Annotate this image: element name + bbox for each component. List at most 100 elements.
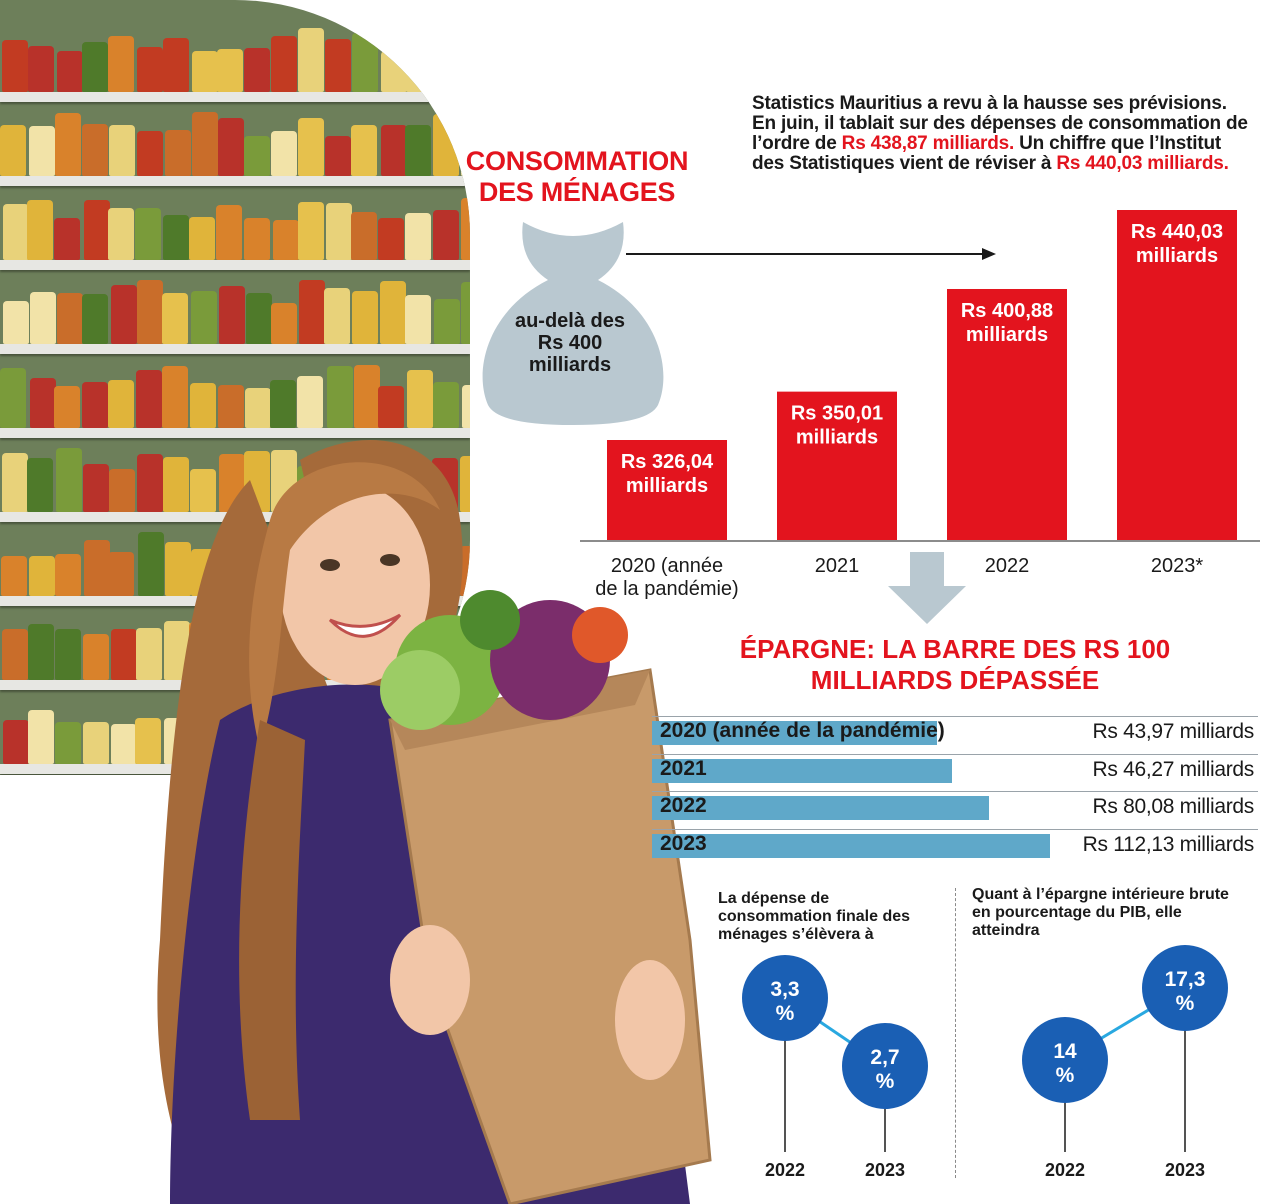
jar xyxy=(111,724,137,764)
jar xyxy=(244,136,270,176)
savings-bar xyxy=(652,833,1050,858)
jar xyxy=(108,380,134,428)
jar xyxy=(192,112,218,176)
jar xyxy=(2,629,28,680)
year-label: 2022 xyxy=(765,1160,805,1180)
jar xyxy=(109,469,135,512)
shelf-edge xyxy=(0,344,470,354)
jar xyxy=(460,456,470,512)
circle-value-label: 3,3 xyxy=(770,978,799,1001)
jar xyxy=(165,130,191,176)
jar xyxy=(270,380,296,428)
jar xyxy=(433,114,459,176)
circle-unit-label: % xyxy=(1056,1064,1075,1087)
jar xyxy=(327,366,353,428)
jar xyxy=(55,629,81,680)
money-bag-icon xyxy=(482,222,664,425)
jar xyxy=(460,546,470,596)
category-label: de la pandémie) xyxy=(595,578,738,600)
bar-value-unit: milliards xyxy=(796,427,878,449)
jar xyxy=(27,458,53,512)
shelf-edge xyxy=(0,260,470,270)
bar-value-label: Rs 400,88 xyxy=(961,300,1053,322)
jar xyxy=(108,552,134,596)
jar xyxy=(351,125,377,176)
jar xyxy=(461,133,470,176)
jar xyxy=(461,198,470,260)
jar xyxy=(189,217,215,260)
circle-unit-label: % xyxy=(876,1070,895,1093)
jar xyxy=(407,370,433,428)
bar-value-label: Rs 350,01 xyxy=(791,403,883,425)
jar xyxy=(56,448,82,512)
savings-row: 2023 Rs 112,13 milliards xyxy=(652,828,1258,862)
jar xyxy=(83,722,109,764)
savings-value-label: Rs 46,27 milliards xyxy=(1092,757,1255,781)
savings-value-label: Rs 112,13 milliards xyxy=(1082,832,1255,856)
note-highlight2: Rs 440,03 milliards. xyxy=(1056,153,1229,174)
down-arrow-icon xyxy=(888,552,966,624)
jar xyxy=(54,386,80,428)
value-circle xyxy=(1022,1017,1108,1103)
savings-year-label: 2023 xyxy=(660,831,707,855)
jar xyxy=(273,220,299,260)
jar xyxy=(459,36,470,92)
note-part1: Statistics Mauritius a revu à la hausse … xyxy=(752,93,1248,154)
jar xyxy=(57,51,83,92)
jar xyxy=(298,28,324,92)
value-circle xyxy=(742,955,828,1041)
jar xyxy=(3,301,29,344)
jar xyxy=(28,710,54,764)
jar xyxy=(29,556,55,596)
jar xyxy=(244,218,270,260)
jar xyxy=(246,293,272,344)
jar xyxy=(108,36,134,92)
savings-value-label: Rs 43,97 milliards xyxy=(1092,720,1255,743)
bar-value-unit: milliards xyxy=(626,475,708,497)
jar xyxy=(138,532,164,596)
jar xyxy=(111,629,137,680)
jar xyxy=(352,33,378,92)
category-label: 2022 xyxy=(985,555,1030,577)
jar xyxy=(190,383,216,428)
jar xyxy=(325,39,351,92)
jar xyxy=(28,46,54,92)
jar xyxy=(82,382,108,428)
circle-value-label: 17,3 xyxy=(1165,968,1206,991)
jar xyxy=(462,385,470,428)
shelf-edge xyxy=(0,428,470,438)
bar-value-unit: milliards xyxy=(1136,245,1218,267)
jar xyxy=(405,213,431,260)
savings-gdp-chart: 14% 2022 17,3% 2023 xyxy=(1022,945,1228,1180)
jar xyxy=(1,556,27,596)
jar xyxy=(351,212,377,260)
jar xyxy=(354,365,380,428)
jar xyxy=(30,378,56,428)
circle-unit-label: % xyxy=(776,1002,795,1025)
jar xyxy=(271,303,297,344)
jar xyxy=(137,454,163,512)
circle-value-label: 14 xyxy=(1053,1040,1077,1063)
jar xyxy=(326,203,352,260)
jar xyxy=(28,624,54,680)
savings-value-label: Rs 80,08 milliards xyxy=(1092,795,1255,818)
jar xyxy=(299,280,325,344)
jar xyxy=(244,48,270,92)
value-circle xyxy=(842,1023,928,1109)
jar xyxy=(82,294,108,344)
jar xyxy=(83,634,109,680)
bar-2 xyxy=(777,391,897,540)
jar xyxy=(219,286,245,344)
jar xyxy=(192,51,218,92)
jar xyxy=(298,118,324,176)
jar xyxy=(165,542,191,596)
jar xyxy=(55,113,81,176)
jar xyxy=(0,125,26,176)
revision-note: Statistics Mauritius a revu à la hausse … xyxy=(752,94,1252,174)
shelf-row xyxy=(0,104,470,188)
jar xyxy=(380,281,406,344)
jar xyxy=(136,628,162,680)
jar xyxy=(162,366,188,428)
jar xyxy=(111,285,137,344)
jar xyxy=(0,368,26,428)
